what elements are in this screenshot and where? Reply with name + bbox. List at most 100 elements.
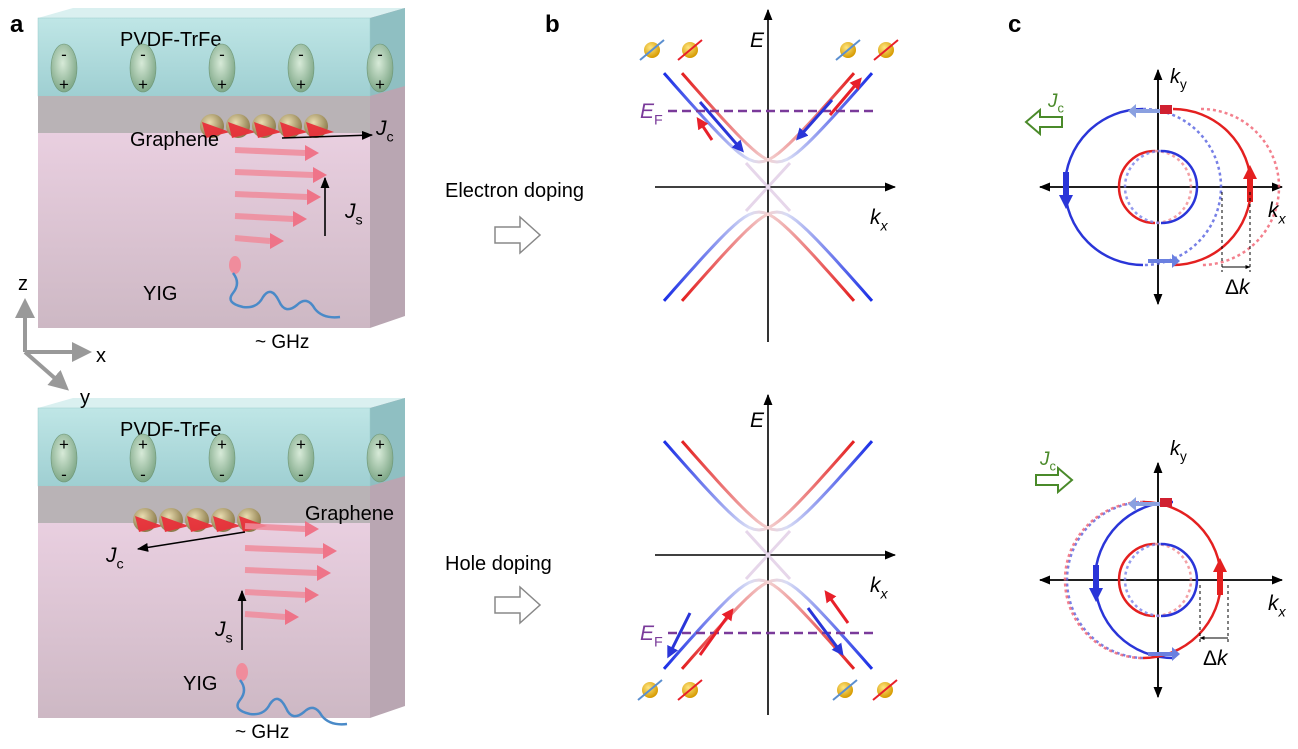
layer-label: Graphene [305, 503, 394, 525]
dipole-sign: - [219, 465, 225, 484]
magnon-source [236, 663, 248, 681]
magnon-arrow [245, 592, 305, 595]
subscript: c [117, 556, 124, 572]
layer-label: YIG [143, 283, 177, 305]
dipole-sign: - [140, 45, 146, 64]
symbol-label: ky [1170, 438, 1187, 464]
magnon-arrow [235, 150, 305, 153]
dk-label: Δk [1203, 647, 1229, 670]
subscript: s [356, 212, 363, 228]
dipole-sign: - [298, 465, 304, 484]
dk-label: Δk [1225, 276, 1251, 299]
dipole-sign: + [375, 435, 385, 454]
symbol-label: kx [1268, 592, 1287, 620]
subscript: x [880, 218, 889, 234]
excitation-label: ~ GHz [255, 332, 309, 353]
dipole-sign: + [59, 435, 69, 454]
spin-arrow-top [1128, 104, 1160, 118]
symbol-label: Jc [1039, 449, 1057, 474]
dipole-sign: - [61, 45, 67, 64]
layer-label: Graphene [130, 129, 219, 151]
dipole-sign: - [377, 45, 383, 64]
subscript: y [1180, 449, 1187, 464]
layer-label: PVDF-TrFe [120, 29, 221, 51]
dipole-sign: - [219, 45, 225, 64]
symbol: J [344, 200, 356, 223]
panel-label: a [10, 11, 24, 38]
dk-prefix: Δ [1225, 276, 1239, 299]
magnon-source [229, 256, 241, 274]
dipole-sign: + [217, 75, 227, 94]
fermi-label: EF [640, 100, 663, 128]
subscript: c [1050, 459, 1057, 474]
hollow-arrow [495, 217, 540, 253]
subscript: y [1180, 77, 1187, 92]
dipole-sign: - [61, 465, 67, 484]
symbol: E [640, 622, 655, 645]
magnon-arrow [245, 526, 305, 529]
page: Figure { "panel_labels": {"a": "a", "b":… [0, 0, 1298, 749]
subscript: F [654, 112, 663, 128]
symbol: J [375, 117, 387, 140]
symbol: J [105, 544, 117, 567]
figure: a b c PVDF-TrFe-+-+-+-+-+YIG~ GHzGraphen… [0, 0, 1298, 749]
symbol-label: ky [1170, 66, 1187, 92]
doping-label: Hole doping [445, 553, 552, 575]
magnon-arrow [245, 614, 285, 617]
magnon-arrow [235, 194, 307, 197]
doping-label: Electron doping [445, 180, 584, 202]
magnon-arrow [235, 216, 293, 219]
fermi-label: EF [640, 622, 663, 650]
axis-y [25, 352, 66, 388]
symbol: J [214, 618, 226, 641]
subscript: c [387, 129, 394, 145]
layer-label: YIG [183, 673, 217, 695]
axis-label: y [80, 387, 90, 409]
dipole-sign: + [138, 75, 148, 94]
layer-label: PVDF-TrFe [120, 419, 221, 441]
subscript: s [226, 630, 233, 646]
subscript: x [880, 586, 889, 602]
axis-label: E [750, 29, 765, 52]
symbol: J [1039, 449, 1050, 470]
symbol-label: Jc [1047, 91, 1065, 116]
dipole-sign: + [138, 435, 148, 454]
spin-arrow-red [1213, 558, 1227, 595]
magnon-arrow [245, 570, 317, 573]
spin-arrow-bottom [1148, 647, 1180, 661]
symbol: E [640, 100, 655, 123]
panel-label: c [1008, 11, 1021, 38]
dk-symbol: k [1239, 276, 1251, 299]
axis-label: E [750, 409, 765, 432]
dk-prefix: Δ [1203, 647, 1217, 670]
axis-label: x [96, 345, 106, 367]
dipole-sign: + [296, 435, 306, 454]
subscript: x [1278, 211, 1287, 227]
dipole-sign: - [298, 45, 304, 64]
dipole-sign: + [59, 75, 69, 94]
dipole-sign: + [217, 435, 227, 454]
magnon-arrow [235, 238, 270, 241]
dipole-sign: - [140, 465, 146, 484]
symbol-label: kx [870, 574, 889, 602]
arrow [800, 100, 832, 136]
spin-arrow-blue [1089, 565, 1103, 602]
spin-arrow-top [1160, 105, 1172, 114]
dk-symbol: k [1217, 647, 1229, 670]
excitation-label: ~ GHz [235, 722, 289, 743]
arrow [700, 102, 740, 148]
body: a b c PVDF-TrFe-+-+-+-+-+YIG~ GHzGraphen… [0, 0, 1298, 749]
symbol-label: kx [870, 206, 889, 234]
arrow [828, 595, 848, 623]
dipole-sign: + [375, 75, 385, 94]
hollow-arrow [495, 587, 540, 623]
block-top-face [38, 8, 405, 18]
axis-label: z [18, 273, 28, 295]
spin-arrow-blue [1059, 172, 1073, 209]
magnon-arrow [245, 548, 323, 551]
symbol: J [1047, 91, 1058, 112]
panel-label: b [545, 11, 560, 38]
spin-arrow-red [1243, 165, 1257, 202]
subscript: c [1058, 101, 1065, 116]
spin-arrow-top [1160, 498, 1172, 507]
